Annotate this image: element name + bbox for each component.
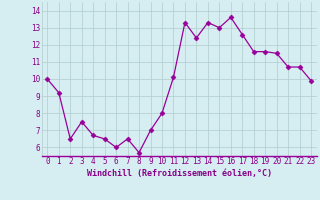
X-axis label: Windchill (Refroidissement éolien,°C): Windchill (Refroidissement éolien,°C) (87, 169, 272, 178)
